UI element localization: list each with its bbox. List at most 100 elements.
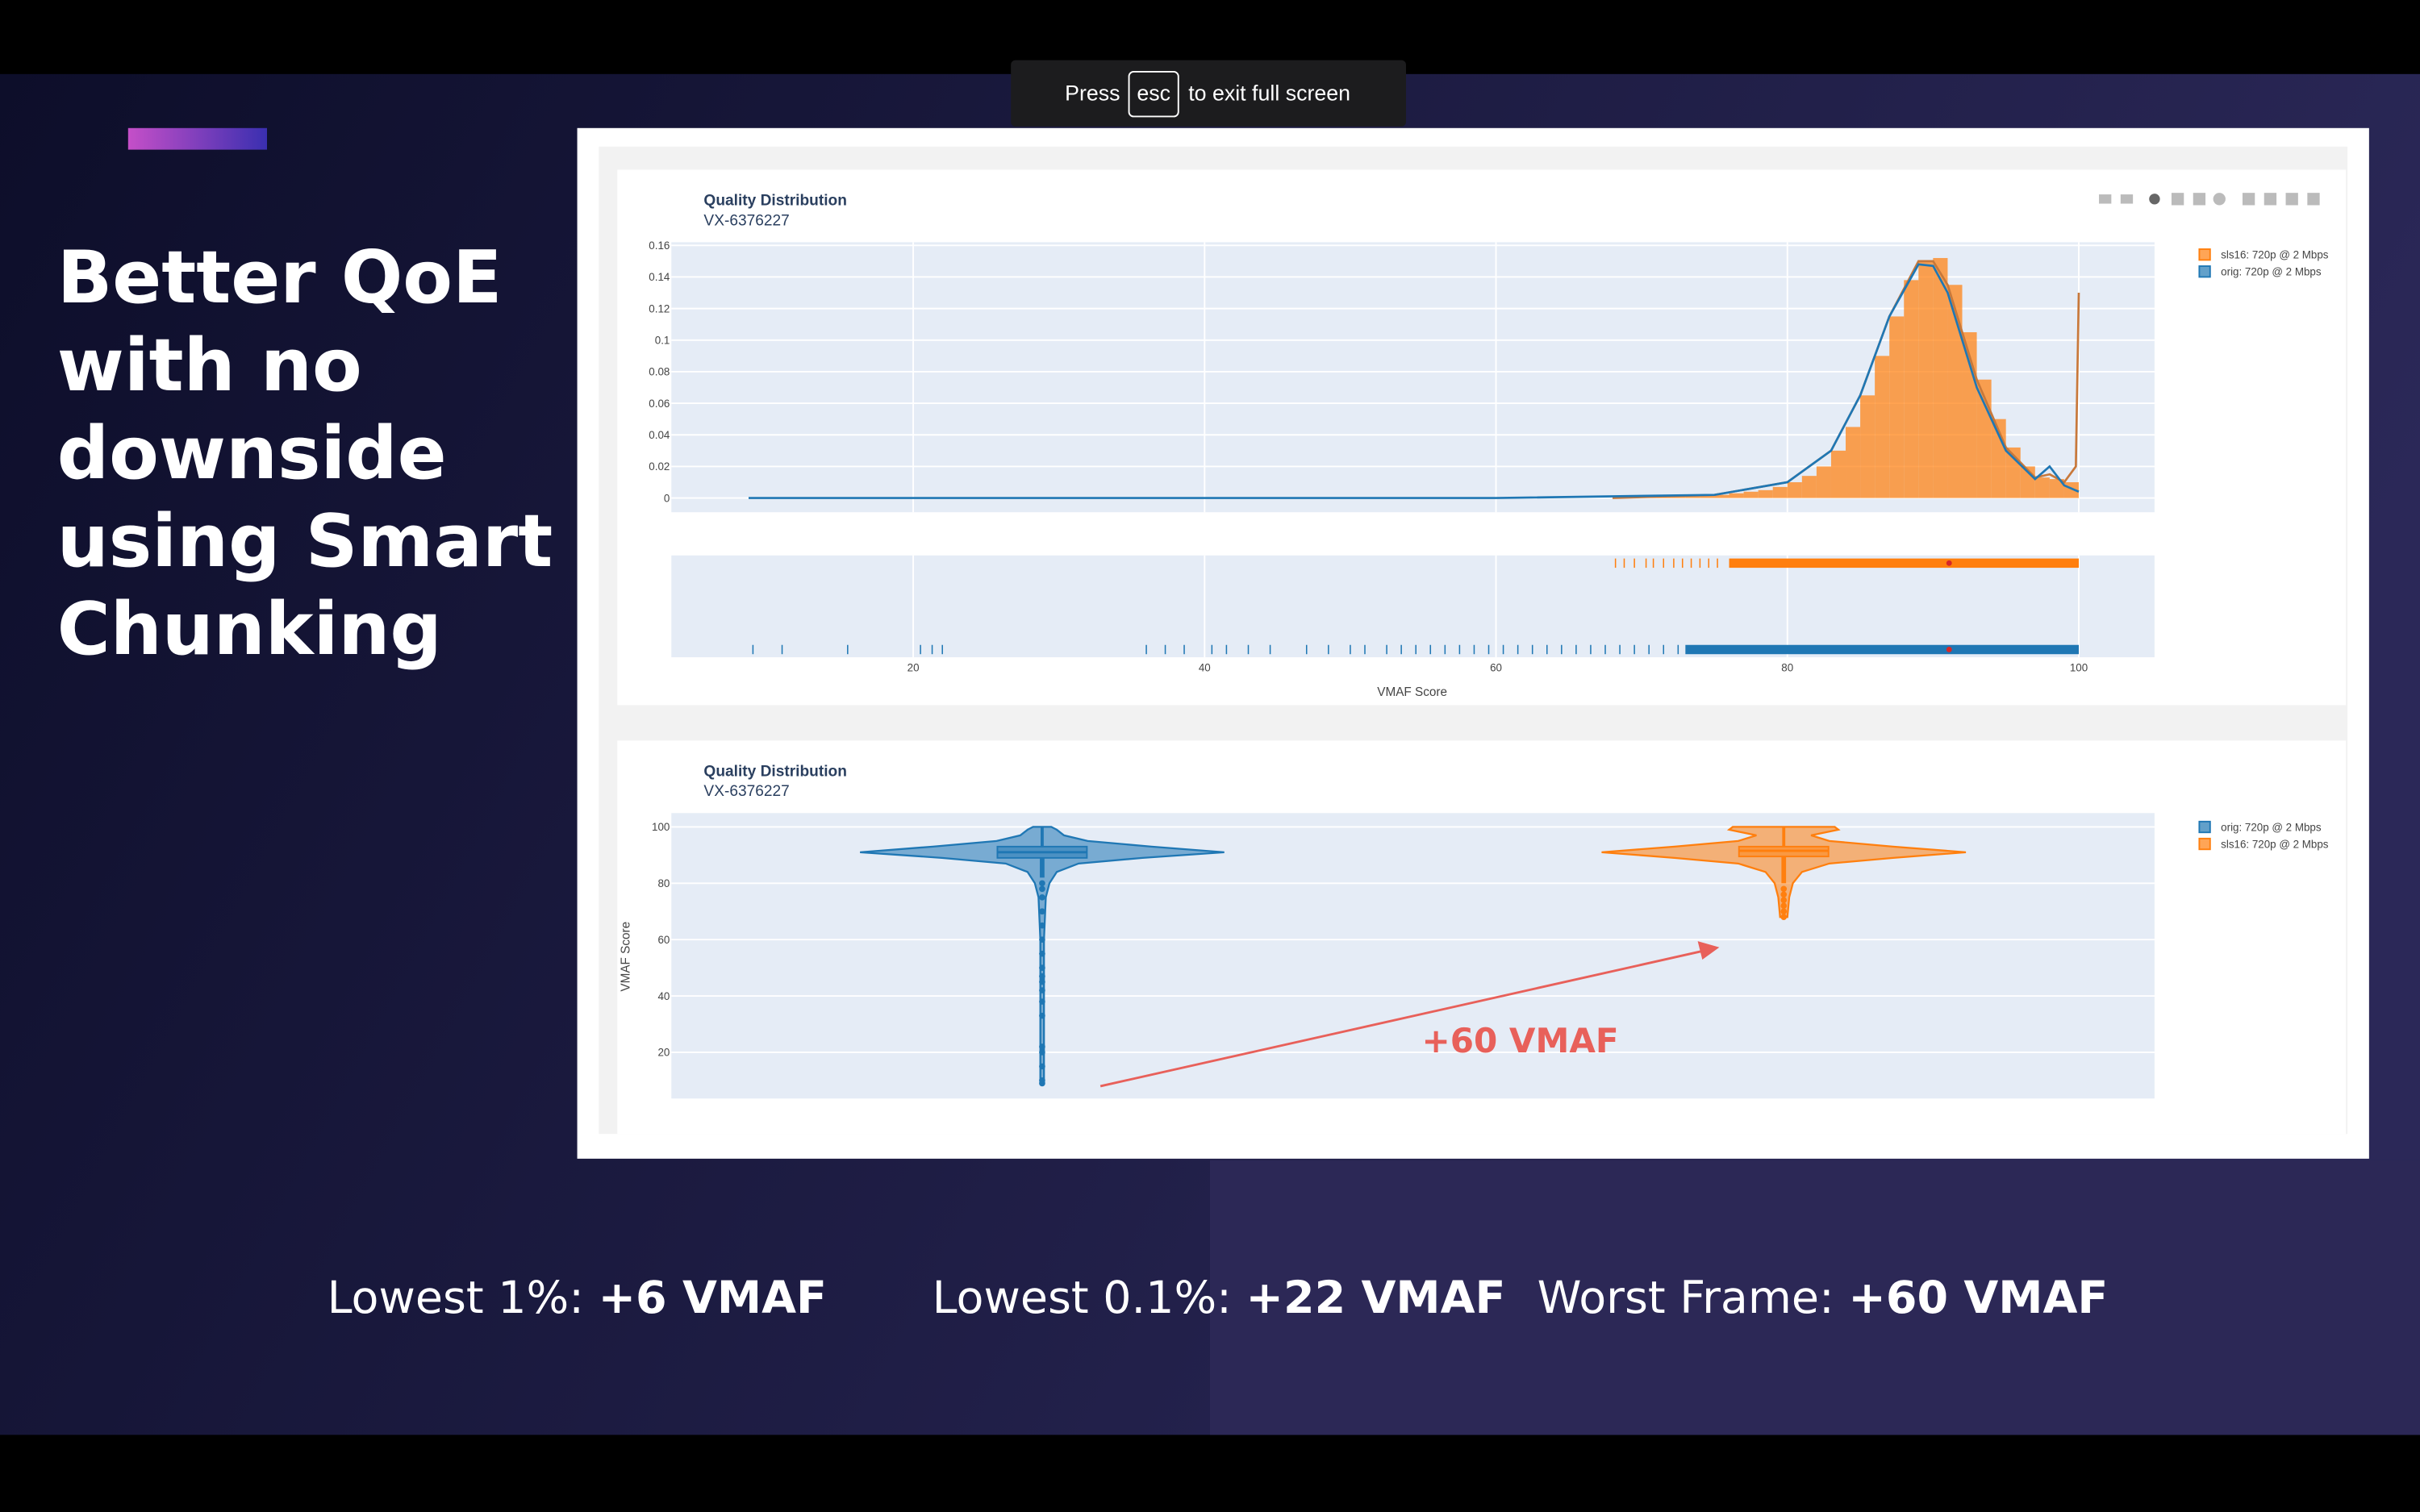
toolbar-icon[interactable] (2213, 193, 2226, 206)
outlier (1780, 891, 1788, 898)
histogram-bar (1904, 280, 1919, 498)
histogram-bar (1933, 257, 1948, 498)
legend-swatch (2198, 265, 2211, 278)
toolbar-icon[interactable] (2099, 194, 2112, 204)
histogram-bar (1889, 316, 1905, 498)
y-tick-label: 0.02 (649, 460, 670, 473)
toolbar-icon[interactable] (2307, 193, 2320, 206)
rug-band (1685, 644, 2079, 655)
histogram-bar (1758, 489, 1773, 498)
toolbar-icon[interactable] (2120, 194, 2134, 204)
histogram-bar (1743, 491, 1759, 498)
outlier (1039, 973, 1045, 980)
y-tick-label: 40 (657, 990, 670, 1002)
plot-area (671, 813, 2155, 1099)
histogram-bar (1830, 450, 1846, 498)
outlier (1039, 880, 1045, 887)
title-line: using Smart (57, 500, 553, 584)
outlier (1039, 1049, 1045, 1056)
accent-bar (127, 127, 267, 150)
stat-label: Lowest 1%: (328, 1272, 584, 1324)
histogram-bar (2034, 477, 2050, 498)
y-tick-label: 80 (657, 877, 670, 889)
y-tick-label: 20 (657, 1047, 670, 1059)
annotation: +60 VMAF (1421, 1021, 1618, 1060)
legend-label: orig: 720p @ 2 Mbps (2221, 821, 2322, 833)
stat-label: Lowest 0.1%: (933, 1272, 1232, 1324)
outlier (1039, 936, 1045, 943)
outlier (1039, 893, 1045, 901)
histogram-bar (1729, 493, 1744, 498)
y-tick-label: 0.1 (655, 335, 670, 347)
histogram-bar (1787, 482, 1802, 498)
toolbar-icon[interactable] (2242, 193, 2255, 206)
x-tick-label: 20 (908, 661, 920, 673)
stat: Worst Frame: +60 VMAF (1538, 1272, 2109, 1324)
histogram-bar (1846, 427, 1861, 498)
y-tick-label: 0 (664, 492, 670, 504)
rug-marker (1946, 560, 1952, 566)
chart-subtitle: VX-6376227 (703, 212, 789, 229)
histogram-bar (1875, 356, 1890, 498)
outlier (1039, 1043, 1045, 1050)
chart-title: Quality Distribution (703, 763, 846, 780)
y-tick-label: 60 (657, 934, 670, 946)
outlier (1039, 964, 1045, 971)
toast-text: to exit full screen (1188, 81, 1350, 105)
outlier (1039, 998, 1045, 1005)
key-box (1128, 71, 1179, 118)
annotation-arrow (1099, 949, 1706, 1088)
y-tick-label: 0.04 (649, 429, 670, 441)
toolbar-icon[interactable] (2149, 194, 2160, 205)
outlier (1039, 922, 1045, 929)
x-tick-label: 60 (1490, 661, 1502, 673)
toolbar-icon[interactable] (2193, 193, 2206, 206)
x-tick-label: 80 (1781, 661, 1793, 673)
histogram-bar (1671, 496, 1686, 498)
title-line: with no (57, 324, 362, 408)
outlier (1039, 987, 1045, 993)
histogram-bar (1860, 395, 1876, 498)
legend-swatch (2198, 820, 2211, 834)
stat: Lowest 1%: +6 VMAF (328, 1272, 827, 1324)
y-axis-title: VMAF Score (620, 922, 633, 992)
fullscreen-toast (1011, 60, 1406, 127)
toolbar (2099, 193, 2320, 206)
density-curve (748, 263, 2080, 499)
outlier (1780, 902, 1788, 910)
outlier (1780, 897, 1788, 904)
y-tick-label: 0.06 (649, 398, 670, 410)
title-line: Better QoE (57, 236, 503, 320)
outlier (1039, 908, 1045, 915)
legend-swatch (2198, 248, 2211, 261)
outlier (1780, 885, 1788, 893)
rug-area (671, 555, 2155, 658)
toolbar-icon[interactable] (2264, 193, 2277, 206)
x-tick-label: 40 (1199, 661, 1211, 673)
legend-swatch (2198, 837, 2211, 851)
y-tick-label: 100 (652, 821, 670, 833)
outlier (1780, 914, 1788, 921)
y-tick-label: 0.12 (649, 302, 670, 314)
y-tick-label: 0.08 (649, 366, 670, 378)
rug-band (1729, 558, 2079, 569)
histogram-bar (1772, 486, 1788, 498)
stat: Lowest 0.1%: +22 VMAF (933, 1272, 1506, 1324)
stats: Lowest 1%: +6 VMAF Lowest 0.1%: +22 VMAF W… (328, 1272, 2109, 1324)
slide-panel (1210, 1160, 2420, 1435)
histogram-bar (1801, 476, 1817, 498)
toolbar-icon[interactable] (2285, 193, 2298, 206)
stat-value: +60 VMAF (1848, 1272, 2108, 1324)
outlier (1780, 908, 1788, 915)
histogram-bar (2049, 479, 2064, 498)
legend-label: orig: 720p @ 2 Mbps (2221, 266, 2322, 278)
histogram-bar (1700, 494, 1715, 498)
rug-marker (1946, 647, 1952, 652)
x-tick-label: 100 (2070, 661, 2088, 673)
toolbar-icon[interactable] (2171, 193, 2184, 206)
y-tick-label: 0.14 (649, 271, 670, 283)
outlier (1039, 1012, 1045, 1019)
x-axis-title: VMAF Score (1377, 685, 1447, 699)
